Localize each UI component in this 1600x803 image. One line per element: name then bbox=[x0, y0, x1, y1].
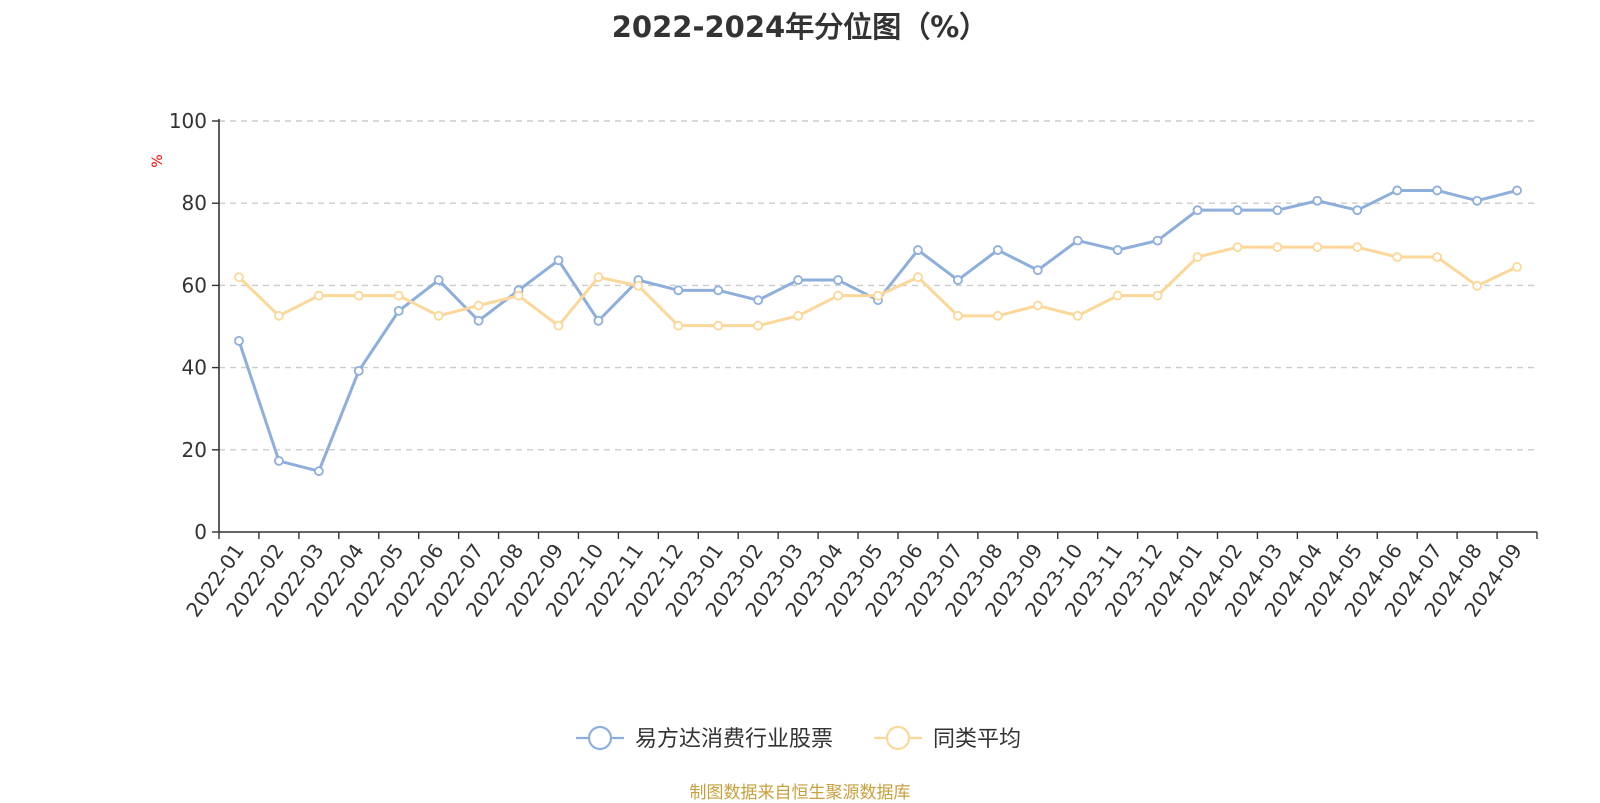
legend-label: 同类平均 bbox=[933, 727, 1021, 752]
data-point[interactable] bbox=[1352, 205, 1363, 216]
data-point[interactable] bbox=[1152, 235, 1163, 246]
data-point[interactable] bbox=[1312, 195, 1323, 206]
y-tick-label: 40 bbox=[182, 356, 207, 380]
data-point[interactable] bbox=[1432, 185, 1443, 196]
data-point[interactable] bbox=[633, 280, 644, 291]
data-point[interactable] bbox=[1472, 195, 1482, 206]
data-point[interactable] bbox=[1032, 300, 1043, 311]
data-point[interactable] bbox=[553, 320, 564, 331]
legend-marker bbox=[587, 725, 613, 751]
legend-item-0[interactable]: 易方达消费行业股票 bbox=[576, 725, 833, 752]
data-point[interactable] bbox=[913, 272, 923, 283]
data-point[interactable] bbox=[1072, 310, 1083, 321]
data-point[interactable] bbox=[673, 320, 684, 331]
data-point[interactable] bbox=[1112, 245, 1123, 255]
data-point[interactable] bbox=[1312, 242, 1323, 253]
data-point[interactable] bbox=[1352, 242, 1363, 253]
series-0 bbox=[234, 185, 1522, 477]
data-point[interactable] bbox=[1192, 252, 1203, 262]
chart-title: 2022-2024年分位图（%） bbox=[611, 10, 989, 44]
data-point[interactable] bbox=[1072, 235, 1083, 246]
data-point[interactable] bbox=[393, 290, 404, 301]
data-point[interactable] bbox=[593, 315, 604, 326]
data-point[interactable] bbox=[393, 305, 404, 316]
y-tick-label: 80 bbox=[182, 191, 207, 215]
data-point[interactable] bbox=[433, 275, 444, 285]
data-point[interactable] bbox=[992, 245, 1003, 255]
data-point[interactable] bbox=[353, 365, 364, 376]
data-point[interactable] bbox=[1392, 252, 1403, 262]
data-point[interactable] bbox=[593, 272, 604, 283]
data-point[interactable] bbox=[274, 310, 284, 321]
data-point[interactable] bbox=[274, 455, 284, 466]
y-axis-unit-label: % bbox=[150, 154, 166, 167]
data-point[interactable] bbox=[1272, 242, 1283, 253]
data-point[interactable] bbox=[1232, 205, 1243, 216]
legend-label: 易方达消费行业股票 bbox=[635, 727, 833, 752]
series-line bbox=[237, 188, 1518, 473]
y-axis-ticks: 0 20 40 60 80 100 bbox=[169, 109, 219, 544]
data-point[interactable] bbox=[753, 295, 764, 306]
y-tick-label: 20 bbox=[182, 438, 207, 462]
data-point[interactable] bbox=[313, 290, 324, 301]
data-point[interactable] bbox=[234, 272, 244, 283]
data-point[interactable] bbox=[833, 290, 843, 301]
data-point[interactable] bbox=[313, 466, 324, 477]
data-point[interactable] bbox=[1392, 185, 1403, 196]
data-point[interactable] bbox=[433, 310, 444, 321]
legend-item-1[interactable]: 同类平均 bbox=[874, 725, 1021, 752]
grid-lines bbox=[219, 120, 1537, 451]
axes bbox=[218, 119, 1537, 533]
source-note: 制图数据来自恒生聚源数据库 bbox=[689, 783, 911, 803]
data-point[interactable] bbox=[1512, 185, 1522, 196]
data-point[interactable] bbox=[753, 320, 764, 331]
data-point[interactable] bbox=[473, 300, 484, 311]
data-point[interactable] bbox=[713, 320, 724, 331]
data-point[interactable] bbox=[553, 255, 564, 266]
data-point[interactable] bbox=[1112, 290, 1123, 301]
data-point[interactable] bbox=[1232, 242, 1243, 253]
data-point[interactable] bbox=[913, 245, 923, 255]
data-point[interactable] bbox=[1512, 262, 1522, 272]
data-point[interactable] bbox=[952, 310, 963, 321]
legend[interactable]: 易方达消费行业股票 同类平均 bbox=[576, 725, 1021, 752]
x-axis-ticks: 2022-012022-022022-032022-042022-052022-… bbox=[181, 532, 1538, 621]
data-point[interactable] bbox=[353, 290, 364, 301]
data-point[interactable] bbox=[1152, 290, 1163, 301]
data-point[interactable] bbox=[1192, 205, 1203, 216]
data-point[interactable] bbox=[1272, 205, 1283, 216]
data-point[interactable] bbox=[992, 310, 1003, 321]
series-1 bbox=[234, 242, 1522, 331]
data-point[interactable] bbox=[793, 275, 804, 285]
data-point[interactable] bbox=[713, 285, 724, 296]
data-point[interactable] bbox=[1032, 265, 1043, 276]
series-lines bbox=[234, 185, 1522, 477]
data-point[interactable] bbox=[473, 315, 484, 326]
legend-marker bbox=[885, 725, 911, 751]
data-point[interactable] bbox=[952, 275, 963, 285]
data-point[interactable] bbox=[234, 335, 244, 346]
data-point[interactable] bbox=[1432, 252, 1443, 262]
y-tick-label: 0 bbox=[194, 520, 207, 544]
y-tick-label: 100 bbox=[169, 109, 207, 133]
y-tick-label: 60 bbox=[182, 273, 207, 297]
data-point[interactable] bbox=[873, 290, 883, 301]
data-point[interactable] bbox=[513, 290, 524, 301]
data-point[interactable] bbox=[1472, 280, 1482, 291]
data-point[interactable] bbox=[793, 310, 804, 321]
data-point[interactable] bbox=[833, 275, 843, 285]
data-point[interactable] bbox=[673, 285, 684, 296]
